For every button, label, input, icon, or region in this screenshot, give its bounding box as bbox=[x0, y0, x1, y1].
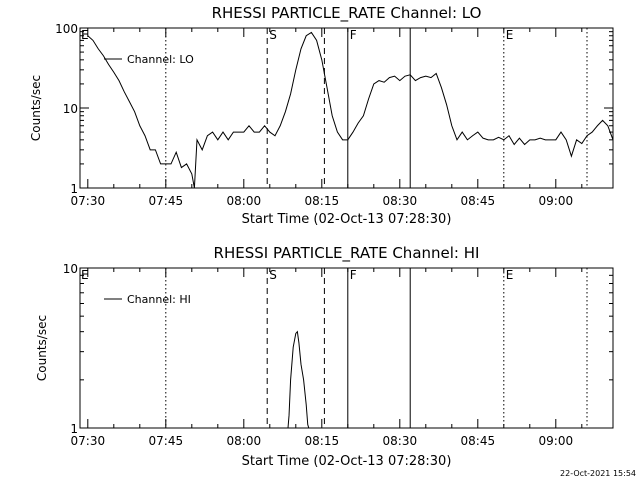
event-flag-S: S bbox=[269, 28, 277, 42]
event-flag-E: E bbox=[81, 28, 89, 42]
event-flag-S: S bbox=[269, 268, 277, 282]
channel-hi-panel: RHESSI PARTICLE_RATE Channel: HI S F E E 1 10 0… bbox=[35, 244, 614, 469]
x-tick-label: 08:00 bbox=[227, 194, 262, 208]
y-tick-label: 10 bbox=[63, 262, 78, 276]
event-flag-E: E bbox=[506, 28, 514, 42]
legend-label: Channel: HI bbox=[127, 293, 191, 306]
x-axis-label: Start Time (02-Oct-13 07:28:30) bbox=[242, 454, 452, 469]
y-axis-label: Counts/sec bbox=[35, 315, 49, 381]
y-tick-label: 1 bbox=[70, 182, 78, 196]
chart-title: RHESSI PARTICLE_RATE Channel: LO bbox=[212, 4, 482, 23]
series-line-0 bbox=[287, 330, 310, 429]
x-tick-label: 07:45 bbox=[149, 194, 184, 208]
event-flag-F: F bbox=[350, 28, 357, 42]
series-line-0 bbox=[87, 31, 614, 189]
event-flag-E: E bbox=[81, 268, 89, 282]
x-tick-label: 07:30 bbox=[71, 434, 106, 448]
y-tick-label: 10 bbox=[63, 102, 78, 116]
x-tick-label: 08:30 bbox=[383, 194, 418, 208]
y-tick-label: 1 bbox=[70, 422, 78, 436]
x-tick-label: 08:15 bbox=[305, 194, 340, 208]
x-tick-label: 08:00 bbox=[227, 434, 262, 448]
channel-lo-panel: RHESSI PARTICLE_RATE Channel: LO S F E E 1 10 1… bbox=[29, 4, 614, 227]
plot-frame bbox=[79, 27, 614, 189]
x-tick-label: 08:15 bbox=[305, 434, 340, 448]
x-tick-label: 09:00 bbox=[539, 194, 574, 208]
event-flag-F: F bbox=[350, 268, 357, 282]
plot-frame bbox=[79, 267, 614, 429]
x-tick-label: 08:45 bbox=[461, 434, 496, 448]
event-flag-E: E bbox=[506, 268, 514, 282]
x-tick-label: 08:30 bbox=[383, 434, 418, 448]
y-axis-label: Counts/sec bbox=[29, 75, 43, 141]
generation-timestamp: 22-Oct-2021 15:54 bbox=[560, 469, 636, 478]
x-tick-label: 08:45 bbox=[461, 194, 496, 208]
chart-title: RHESSI PARTICLE_RATE Channel: HI bbox=[214, 244, 480, 263]
legend-label: Channel: LO bbox=[127, 53, 194, 66]
y-tick-label: 100 bbox=[55, 22, 78, 36]
x-axis-label: Start Time (02-Oct-13 07:28:30) bbox=[242, 212, 452, 227]
x-tick-label: 07:45 bbox=[149, 434, 184, 448]
x-tick-label: 07:30 bbox=[71, 194, 106, 208]
x-tick-label: 09:00 bbox=[539, 434, 574, 448]
